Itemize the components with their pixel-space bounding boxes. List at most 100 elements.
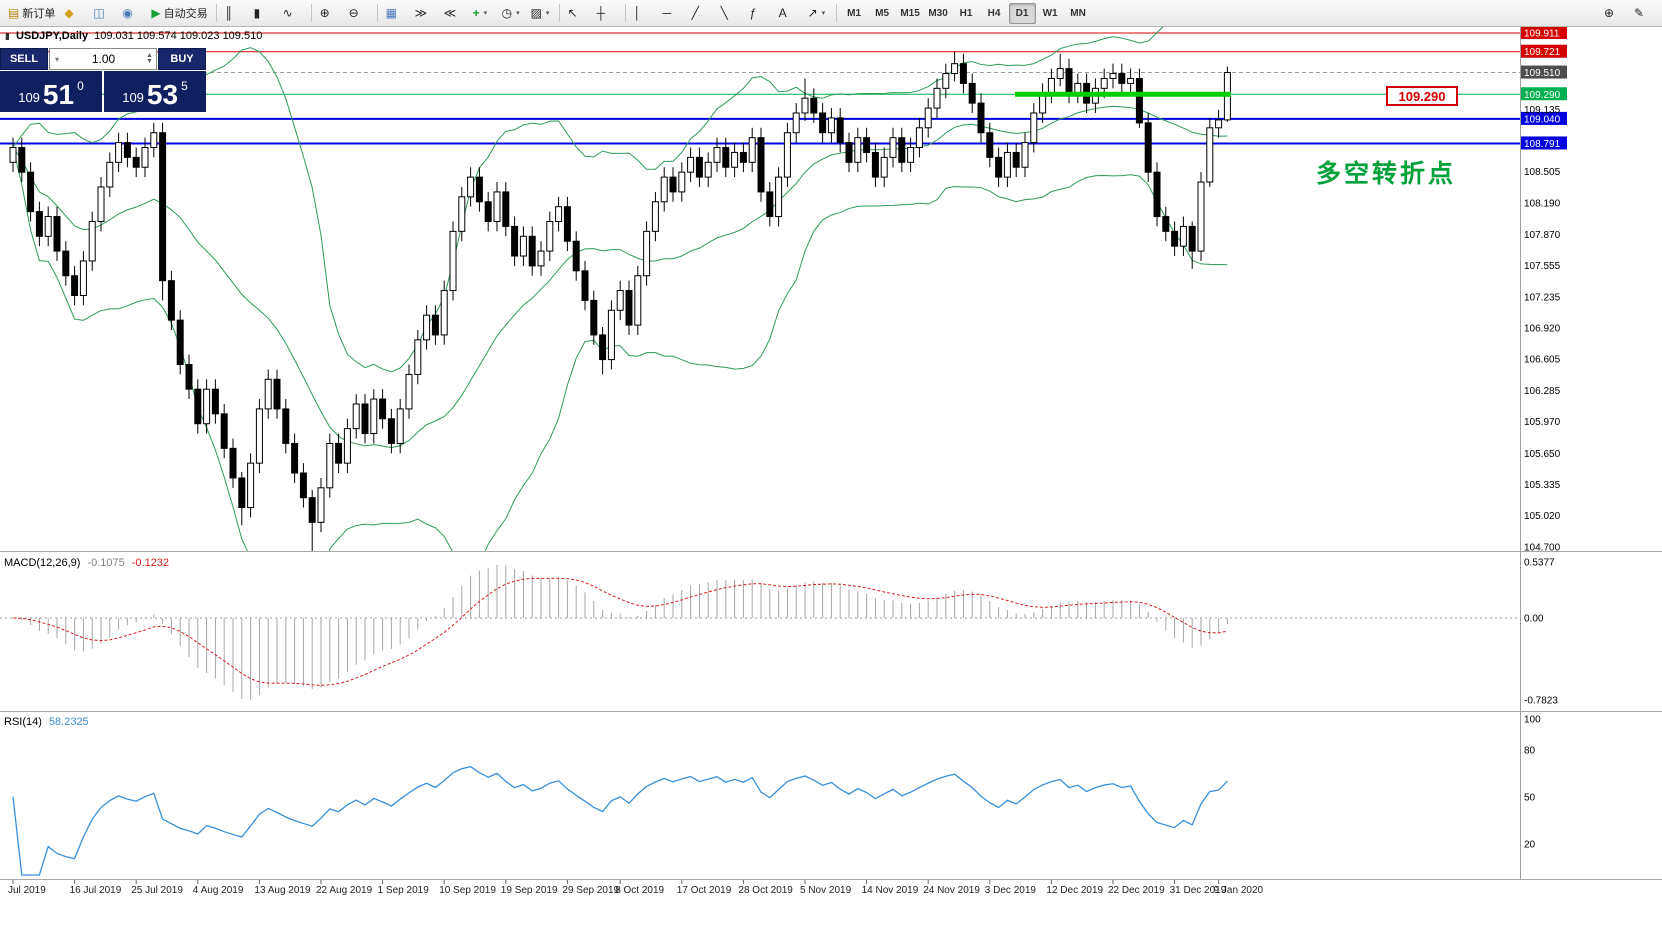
new-order-icon: ▤ (8, 6, 20, 20)
bar-chart-button[interactable]: ║ (221, 2, 249, 25)
timeframe-w1[interactable]: W1 (1042, 7, 1058, 19)
svg-text:104.700: 104.700 (1524, 543, 1561, 554)
buy-price-pip: 5 (181, 79, 188, 93)
highlight-level-bar[interactable] (1015, 91, 1231, 97)
timeframe-m15[interactable]: M15 (900, 7, 920, 19)
navigator-icon: ◉ (122, 6, 133, 20)
candle (1179, 225, 1187, 247)
auto-scroll-button[interactable]: ≫ (411, 2, 439, 25)
candle (132, 156, 140, 168)
fibonacci-icon: ƒ (749, 6, 757, 20)
candle (687, 156, 695, 173)
channel-button[interactable]: ╲ (717, 2, 745, 25)
candle (1030, 112, 1038, 144)
autotrading-button[interactable]: ▶ 自动交易 (147, 2, 211, 25)
candle (53, 216, 61, 252)
volume-dropdown-arrow[interactable]: ▾ (54, 54, 59, 64)
candlestick-chart-button[interactable]: ▮ (250, 2, 278, 25)
candle (475, 176, 483, 203)
periods-caret[interactable]: ▾ (516, 10, 520, 17)
candle (273, 378, 281, 410)
periods-button[interactable]: ◷ ▾ (498, 2, 526, 25)
svg-text:106.605: 106.605 (1524, 355, 1561, 366)
candle (660, 176, 668, 203)
timeframe-m30[interactable]: M30 (928, 7, 948, 19)
zoom-in-icon: ⊕ (319, 6, 330, 20)
candle (519, 235, 527, 257)
axis-price-box (1521, 44, 1567, 58)
candle (106, 161, 114, 188)
candle (528, 235, 536, 267)
candle (1012, 151, 1020, 168)
candle (713, 147, 721, 163)
candle (423, 314, 431, 341)
candle (748, 137, 756, 163)
candle (607, 309, 615, 361)
buy-price-button[interactable]: 109 53 5 (104, 71, 206, 112)
vertical-line-icon: │ (633, 6, 642, 20)
crosshair-button[interactable]: ┼ (593, 2, 621, 25)
svg-text:50: 50 (1524, 793, 1536, 804)
axis-price-box (1521, 136, 1567, 150)
zoom-in-button[interactable]: ⊕ (316, 2, 344, 25)
vertical-line-button[interactable]: │ (630, 2, 658, 25)
candle (361, 403, 369, 435)
fibonacci-button[interactable]: ƒ (746, 2, 774, 25)
new-order-button[interactable]: ▤ 新订单 (4, 2, 59, 25)
candle (62, 250, 70, 277)
timeframe-d1[interactable]: D1 (1008, 2, 1036, 24)
volume-input[interactable]: ▾ 1.00 ▲ ▼ (49, 48, 157, 70)
candle (968, 82, 976, 104)
cursor-button[interactable]: ↖ (564, 2, 592, 25)
candle (810, 97, 818, 114)
indicators-caret[interactable]: ▾ (483, 10, 488, 17)
search-button[interactable]: ⊕ (1600, 2, 1628, 25)
timeframe-h4[interactable]: H4 (987, 7, 1001, 19)
volume-down-arrow[interactable]: ▼ (146, 58, 153, 65)
horizontal-line-button[interactable]: ─ (659, 2, 687, 25)
templates-button[interactable]: ▨ ▾ (527, 2, 555, 25)
tile-windows-button[interactable]: ▦ (382, 2, 410, 25)
volume-up-arrow[interactable]: ▲ (146, 52, 153, 59)
timeframe-m5[interactable]: M5 (875, 7, 890, 19)
metaeditor-button[interactable]: ◆ (60, 2, 88, 25)
chart-shift-button[interactable]: ≪ (440, 2, 468, 25)
trendline-button[interactable]: ╱ (688, 2, 716, 25)
svg-text:19 Sep 2019: 19 Sep 2019 (501, 885, 558, 896)
timeframe-mn[interactable]: MN (1070, 7, 1086, 19)
candle (431, 314, 439, 336)
text-button[interactable]: A (775, 2, 803, 25)
sell-button[interactable]: SELL (0, 48, 48, 70)
line-chart-button[interactable]: ∿ (279, 2, 307, 25)
candle (863, 137, 871, 153)
bollinger-band (12, 147, 1228, 551)
buy-button[interactable]: BUY (158, 48, 206, 70)
arrows-button[interactable]: ↗ ▾ (804, 2, 832, 25)
market-watch-button[interactable]: ◫ (89, 2, 117, 25)
new-order-button-label: 新订单 (22, 8, 56, 20)
timeframe-h1[interactable]: H1 (959, 7, 973, 19)
candle (537, 250, 545, 267)
candle (590, 299, 598, 336)
axis-price-box (1521, 65, 1567, 79)
svg-text:109.911: 109.911 (1524, 29, 1560, 40)
svg-text:0.00: 0.00 (1524, 614, 1544, 625)
sell-price-button[interactable]: 109 51 0 (0, 71, 102, 112)
arrows-caret[interactable]: ▾ (821, 10, 826, 17)
svg-text:109.135: 109.135 (1524, 105, 1561, 116)
time-axis[interactable]: Jul 2019 16 Jul 2019 25 Jul 2019 4 Aug 2019… (8, 880, 1264, 896)
candle (889, 137, 897, 158)
quick-edit-button[interactable]: ✎ (1630, 2, 1658, 25)
buy-price-big: 53 (146, 79, 179, 111)
navigator-button[interactable]: ◉ (118, 2, 146, 25)
candle (898, 137, 906, 163)
candle (995, 156, 1003, 178)
timeframe-m1[interactable]: M1 (847, 7, 862, 19)
templates-caret[interactable]: ▾ (545, 10, 550, 17)
chart-canvas[interactable]: 109.911 109.721 109.510 109.290 109.040 108.7… (0, 27, 1662, 950)
price-axis[interactable]: 109.911 109.721 109.510 109.290 109.040 108.7… (1521, 27, 1567, 850)
zoom-out-button[interactable]: ⊖ (345, 2, 373, 25)
indicators-button[interactable]: + ▾ (469, 2, 497, 25)
candle (669, 176, 677, 193)
price-level-flag[interactable]: 109.290 (1386, 86, 1458, 106)
